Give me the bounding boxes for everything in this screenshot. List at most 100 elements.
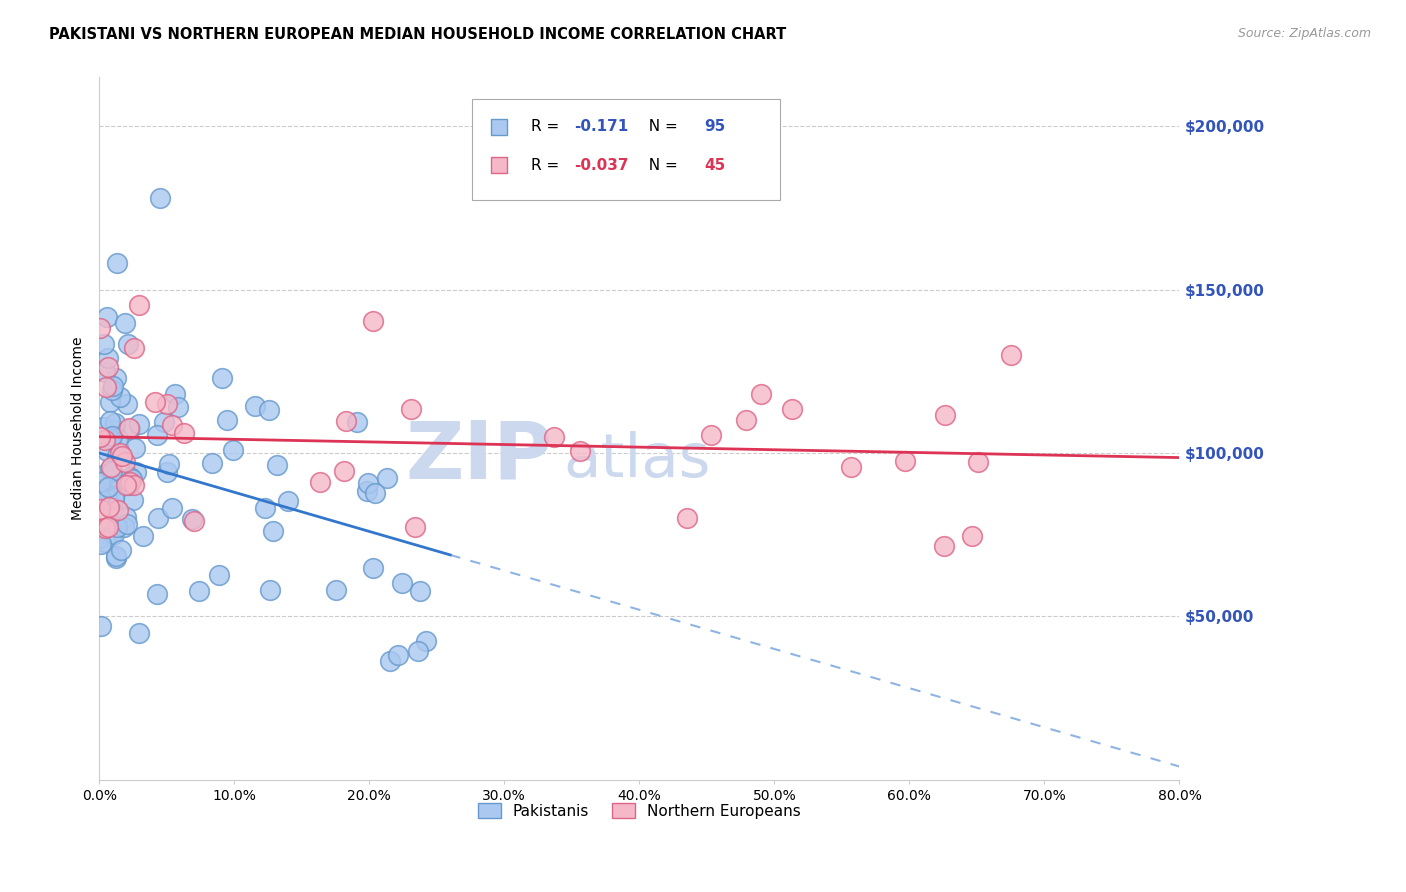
Point bbox=[143, 395, 166, 409]
Point bbox=[90, 537, 112, 551]
Point bbox=[180, 512, 202, 526]
Point bbox=[408, 584, 430, 599]
Point bbox=[262, 524, 284, 538]
Point bbox=[406, 643, 429, 657]
FancyBboxPatch shape bbox=[472, 98, 780, 201]
Point bbox=[114, 455, 136, 469]
Point bbox=[94, 433, 117, 447]
Point bbox=[125, 465, 148, 479]
Point bbox=[103, 489, 125, 503]
Point bbox=[121, 493, 143, 508]
Point bbox=[110, 477, 132, 491]
Point bbox=[89, 320, 111, 334]
Point bbox=[118, 470, 141, 484]
Point bbox=[588, 772, 610, 787]
Point bbox=[122, 478, 145, 492]
Text: PAKISTANI VS NORTHERN EUROPEAN MEDIAN HOUSEHOLD INCOME CORRELATION CHART: PAKISTANI VS NORTHERN EUROPEAN MEDIAN HO… bbox=[49, 27, 786, 42]
Point bbox=[98, 414, 121, 428]
Point bbox=[404, 520, 426, 534]
Point bbox=[91, 419, 114, 434]
Text: 45: 45 bbox=[704, 158, 725, 173]
Point bbox=[124, 441, 146, 455]
Point bbox=[93, 520, 115, 534]
Point bbox=[132, 529, 155, 543]
Point bbox=[749, 387, 772, 401]
Point bbox=[335, 414, 357, 428]
Point bbox=[146, 511, 169, 525]
Point bbox=[104, 550, 127, 565]
Point bbox=[676, 511, 699, 525]
Point bbox=[357, 475, 380, 490]
Point bbox=[118, 475, 141, 489]
Point bbox=[97, 500, 120, 514]
Legend: Pakistanis, Northern Europeans: Pakistanis, Northern Europeans bbox=[471, 797, 807, 824]
Point bbox=[215, 413, 238, 427]
Point bbox=[115, 509, 138, 524]
Text: N =: N = bbox=[640, 120, 683, 134]
Point bbox=[118, 420, 141, 434]
Point bbox=[391, 575, 413, 590]
Point bbox=[356, 483, 378, 498]
Point bbox=[700, 427, 723, 442]
Point bbox=[377, 471, 399, 485]
Point bbox=[160, 500, 183, 515]
Point bbox=[153, 415, 176, 429]
Point bbox=[114, 317, 136, 331]
Text: ZIP: ZIP bbox=[405, 417, 553, 496]
Point bbox=[543, 430, 565, 444]
Point bbox=[100, 432, 122, 446]
Point bbox=[569, 443, 592, 458]
Point bbox=[105, 449, 128, 463]
Point bbox=[101, 378, 124, 392]
Point bbox=[128, 417, 150, 431]
Point bbox=[89, 531, 111, 545]
Point bbox=[100, 459, 122, 474]
Point bbox=[157, 457, 180, 471]
Text: -0.037: -0.037 bbox=[575, 158, 628, 173]
Point bbox=[156, 397, 179, 411]
Point bbox=[107, 437, 129, 451]
Point bbox=[97, 359, 120, 374]
Point bbox=[378, 654, 401, 668]
Point bbox=[96, 444, 118, 458]
Point bbox=[243, 399, 266, 413]
Point bbox=[103, 526, 125, 541]
Point bbox=[163, 386, 186, 401]
Point bbox=[104, 549, 127, 563]
Point bbox=[309, 475, 332, 489]
Point bbox=[118, 478, 141, 492]
Point bbox=[121, 472, 143, 486]
Point bbox=[89, 430, 111, 444]
Point bbox=[105, 520, 128, 534]
Point bbox=[966, 455, 988, 469]
Point bbox=[94, 365, 117, 379]
Point bbox=[780, 401, 803, 416]
Y-axis label: Median Household Income: Median Household Income bbox=[72, 337, 86, 520]
Point bbox=[183, 514, 205, 528]
Point bbox=[120, 422, 142, 436]
Text: R =: R = bbox=[531, 158, 564, 173]
Point bbox=[115, 397, 138, 411]
Point bbox=[188, 583, 211, 598]
Point bbox=[101, 428, 124, 442]
Point bbox=[101, 464, 124, 478]
Text: Source: ZipAtlas.com: Source: ZipAtlas.com bbox=[1237, 27, 1371, 40]
Point bbox=[107, 432, 129, 446]
Point bbox=[104, 416, 127, 430]
Point bbox=[105, 256, 128, 270]
Point bbox=[361, 314, 384, 328]
Point bbox=[103, 423, 125, 437]
Text: 95: 95 bbox=[704, 120, 725, 134]
Point bbox=[149, 191, 172, 205]
Text: atlas: atlas bbox=[564, 431, 711, 490]
Point bbox=[105, 371, 128, 385]
Point bbox=[839, 460, 862, 475]
Point bbox=[89, 502, 111, 516]
Point bbox=[124, 341, 146, 355]
Point bbox=[94, 535, 117, 549]
Point bbox=[363, 561, 385, 575]
Point bbox=[346, 415, 368, 429]
Point bbox=[266, 458, 288, 472]
Point bbox=[156, 466, 179, 480]
Point bbox=[960, 529, 983, 543]
